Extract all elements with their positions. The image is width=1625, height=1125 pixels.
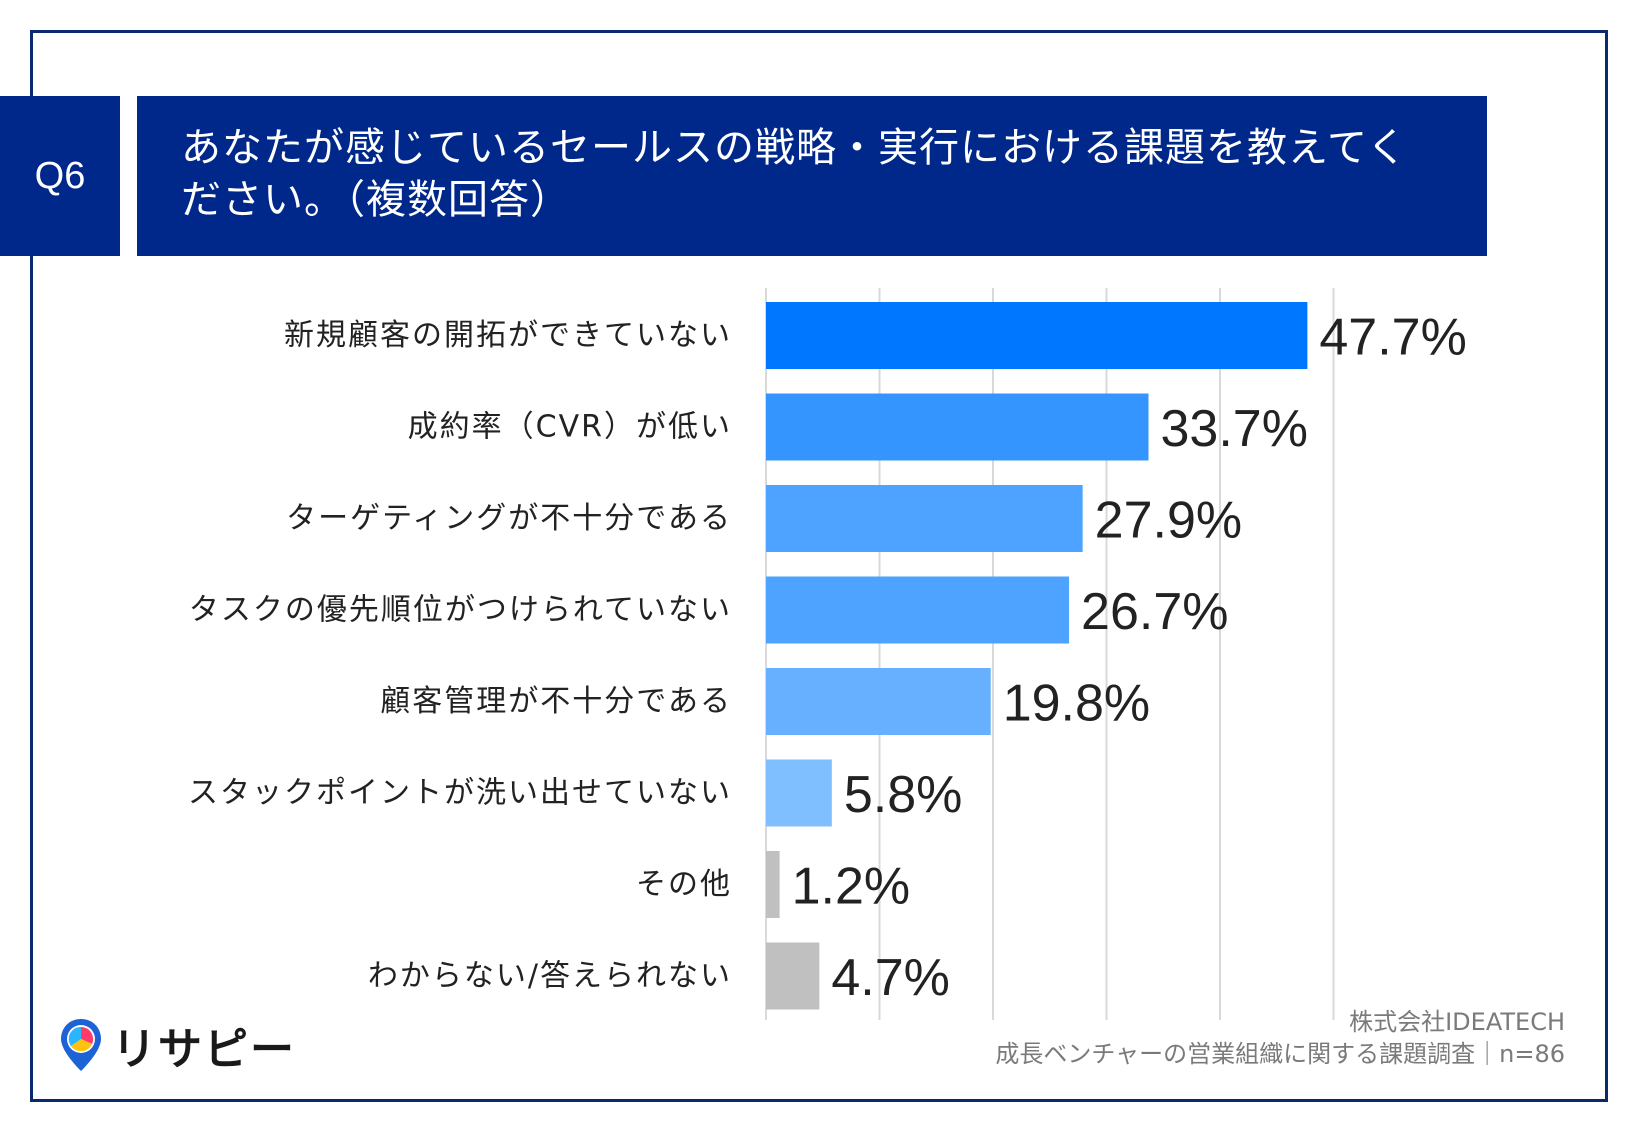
footer: 株式会社IDEATECH 成長ベンチャーの営業組織に関する課題調査｜n=86 — [995, 1006, 1565, 1070]
footer-company: 株式会社IDEATECH — [1349, 1008, 1565, 1036]
logo-text: リサピー — [112, 1024, 296, 1075]
brand-logo: リサピー — [58, 1015, 296, 1075]
bar-3 — [766, 485, 1083, 552]
data-label: 5.8% — [844, 766, 963, 824]
data-label: 47.7% — [1319, 309, 1466, 367]
footer-survey: 成長ベンチャーの営業組織に関する課題調査｜n=86 — [995, 1040, 1565, 1068]
data-label: 26.7% — [1081, 583, 1228, 641]
bar-4 — [766, 576, 1070, 644]
data-label: 33.7% — [1160, 400, 1307, 458]
data-label: 1.2% — [792, 858, 911, 916]
data-label: 4.7% — [831, 949, 950, 1007]
data-label: 19.8% — [1003, 675, 1150, 733]
category-label: 新規顧客の開拓ができていない — [284, 318, 732, 353]
bar-8 — [766, 942, 820, 1010]
category-label: 顧客管理が不十分である — [380, 684, 732, 719]
bar-6 — [766, 759, 832, 827]
category-label: わからない/答えられない — [368, 959, 732, 994]
outer-frame — [30, 30, 1608, 1102]
category-label: その他 — [636, 867, 732, 902]
bar-2 — [766, 393, 1149, 461]
data-label: 27.9% — [1095, 492, 1242, 550]
category-label: スタックポイントが洗い出せていない — [188, 776, 732, 811]
question-title: あなたが感じているセールスの戦略・実行における課題を教えてください。（複数回答） — [137, 96, 1487, 256]
category-label: タスクの優先順位がつけられていない — [189, 593, 732, 628]
bar-1 — [766, 302, 1308, 369]
pin-logo-icon — [61, 1019, 101, 1071]
category-label: ターゲティングが不十分である — [286, 501, 732, 536]
category-label: 成約率（CVR）が低い — [408, 410, 732, 445]
bar-7 — [766, 851, 780, 918]
question-badge: Q6 — [0, 96, 120, 256]
bar-5 — [766, 668, 991, 735]
